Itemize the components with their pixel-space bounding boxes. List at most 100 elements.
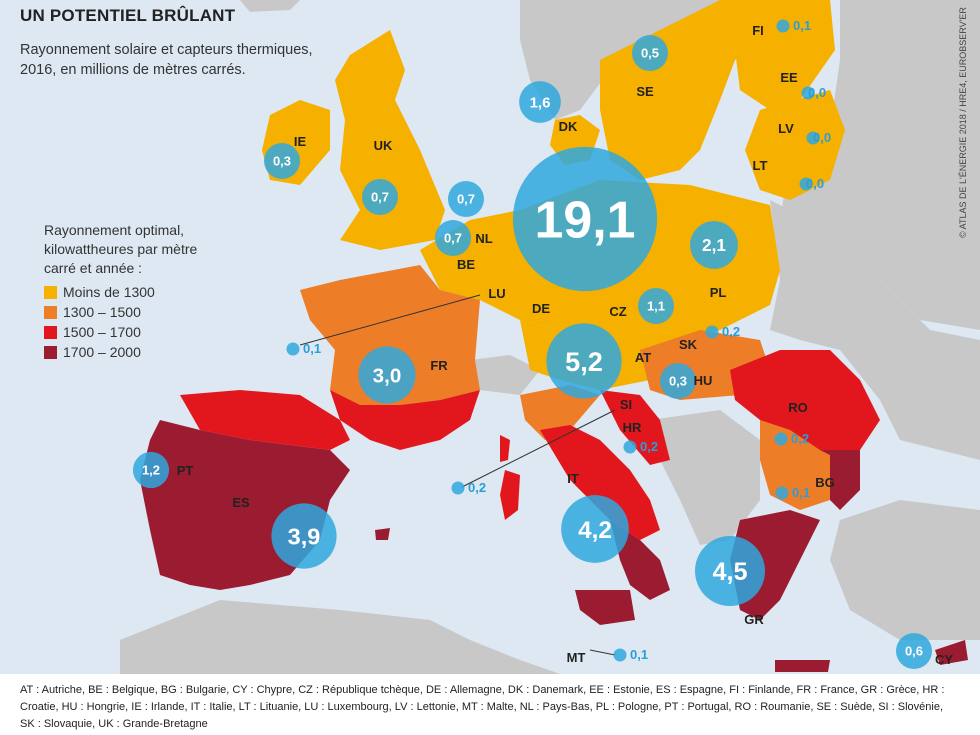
legend-swatch xyxy=(44,305,57,319)
bubble-fi: 0,1 xyxy=(776,18,811,33)
legend-swatch xyxy=(44,345,57,359)
bubble-value: 0,6 xyxy=(905,644,923,659)
bubble-mt: 0,1 xyxy=(613,647,648,662)
legend-label: 1300 – 1500 xyxy=(63,304,141,320)
bubble-value: 0,7 xyxy=(457,192,475,207)
abbreviation-footer: AT : Autriche, BE : Belgique, BG : Bulga… xyxy=(0,674,980,735)
bubble-circle xyxy=(132,451,170,489)
bubble-sk: 0,2 xyxy=(705,324,740,339)
country-code-be: BE xyxy=(457,257,475,272)
legend-item: 1700 – 2000 xyxy=(44,342,155,362)
bubble-value: 0,3 xyxy=(273,154,291,169)
bubble-bg: 0,1 xyxy=(775,485,810,500)
legend: Moins de 1300 1300 – 1500 1500 – 1700 17… xyxy=(44,282,155,362)
bubble-value: 3,9 xyxy=(288,523,321,549)
page-subtitle: Rayonnement solaire et capteurs thermiqu… xyxy=(20,42,313,78)
bubble-circle xyxy=(660,363,696,399)
bubble-value: 0,2 xyxy=(468,480,486,495)
legend-item: Moins de 1300 xyxy=(44,282,155,302)
bubble-circle xyxy=(623,440,637,454)
legend-label: 1700 – 2000 xyxy=(63,344,141,360)
lu-leader-line xyxy=(299,294,481,346)
legend-item: 1300 – 1500 xyxy=(44,302,155,322)
country-code-mt: MT xyxy=(567,650,586,665)
bubble-pl: 2,1 xyxy=(690,221,738,269)
country-code-fi: FI xyxy=(752,23,764,38)
bubble-ro: 0,2 xyxy=(774,431,809,446)
legend-label: 1500 – 1700 xyxy=(63,324,141,340)
bubble-si: 0,2 xyxy=(451,480,486,495)
bubble-circle xyxy=(264,143,300,179)
mt-leader-line xyxy=(589,649,616,656)
cyprus-shape xyxy=(935,640,968,665)
bubble-circle xyxy=(451,481,465,495)
iceland-land xyxy=(240,0,300,12)
switzerland-land xyxy=(470,355,540,395)
romania-shape xyxy=(730,350,880,450)
bubble-value: 5,2 xyxy=(565,346,603,377)
bubble-be: 0,7 xyxy=(435,220,471,256)
bubble-ee: 0,0 xyxy=(801,85,826,100)
source-credit: © ATLAS DE L'ÉNERGIE 2018 / HRE4, EUROBS… xyxy=(958,7,968,238)
bubble-value: 2,1 xyxy=(702,235,726,255)
bubble-nl: 0,7 xyxy=(448,181,484,217)
belarus-ukraine-land xyxy=(770,200,980,460)
bubble-it: 4,2 xyxy=(561,495,629,563)
legend-title: Rayonnement optimal, kilowattheures par … xyxy=(44,222,198,276)
bubble-value: 0,0 xyxy=(806,176,824,191)
bubble-circle xyxy=(362,179,398,215)
legend-item: 1500 – 1700 xyxy=(44,322,155,342)
bubble-circle xyxy=(561,495,629,563)
bubble-fr: 3,0 xyxy=(358,346,416,404)
bubble-value: 0,1 xyxy=(303,341,321,356)
bubble-value: 1,1 xyxy=(647,299,665,314)
bubble-circle xyxy=(896,633,932,669)
bubble-circle xyxy=(801,86,815,100)
bubble-circle xyxy=(286,342,300,356)
bubble-circle xyxy=(694,535,766,607)
bubble-value: 1,2 xyxy=(142,463,160,478)
country-code-ee: EE xyxy=(780,70,798,85)
country-code-cy: CY xyxy=(935,652,953,667)
bubble-value: 1,6 xyxy=(530,94,551,111)
sicily-shape xyxy=(575,590,635,625)
bubble-layer: 0,3 0,7 0,7 0,7 0,1 1,6 19,1 3,0 1,2 3,9 4,2 0,1 0,5… xyxy=(132,18,932,669)
bubble-pt: 1,2 xyxy=(132,451,170,489)
france-north-shape xyxy=(300,265,480,410)
corsica-shape xyxy=(500,435,510,462)
bubble-value: 3,0 xyxy=(373,364,402,387)
bubble-circle xyxy=(775,486,789,500)
country-code-es: ES xyxy=(232,495,250,510)
country-code-se: SE xyxy=(636,84,654,99)
bubble-circle xyxy=(705,325,719,339)
bubble-lt: 0,0 xyxy=(799,176,824,191)
bubble-cy: 0,6 xyxy=(896,633,932,669)
country-code-ie: IE xyxy=(294,134,307,149)
balearic-shape xyxy=(375,528,390,540)
bubble-value: 0,2 xyxy=(722,324,740,339)
bubble-circle xyxy=(776,19,790,33)
bubble-circle xyxy=(358,346,416,404)
country-code-de: DE xyxy=(532,301,550,316)
bubble-value: 19,1 xyxy=(535,191,636,249)
country-code-gr: GR xyxy=(744,612,764,627)
page-title: UN POTENTIEL BRÛLANT xyxy=(20,6,236,25)
bubble-value: 0,1 xyxy=(793,18,811,33)
bubble-cz: 1,1 xyxy=(638,288,674,324)
legend-label: Moins de 1300 xyxy=(63,284,155,300)
bubble-value: 0,1 xyxy=(792,485,810,500)
bubble-value: 0,2 xyxy=(640,439,658,454)
bulgaria-shape xyxy=(820,450,860,510)
bubble-circle xyxy=(271,503,337,569)
country-code-lu: LU xyxy=(488,286,505,301)
sardinia-shape xyxy=(500,470,520,520)
bubble-circle xyxy=(806,131,820,145)
bubble-value: 0,5 xyxy=(641,46,659,61)
bubble-at: 5,2 xyxy=(546,323,622,399)
country-code-dk: DK xyxy=(559,119,578,134)
country-code-ro: RO xyxy=(788,400,808,415)
bubble-hr: 0,2 xyxy=(623,439,658,454)
